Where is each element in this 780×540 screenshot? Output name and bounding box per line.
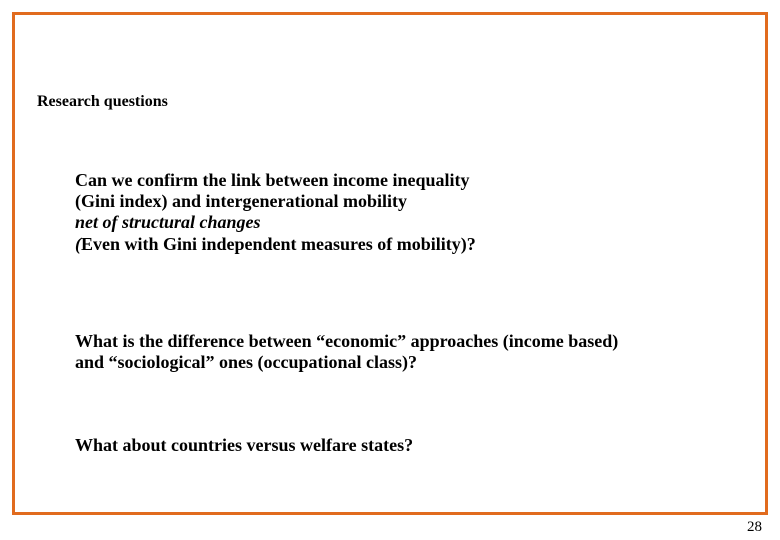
q1-line4-rest: Even with Gini independent measures of m… [81,234,476,254]
question-3: What about countries versus welfare stat… [75,435,735,456]
q1-line4: (Even with Gini independent measures of … [75,234,735,255]
question-2: What is the difference between “economic… [75,331,735,373]
q3-line1: What about countries versus welfare stat… [75,435,735,456]
question-1: Can we confirm the link between income i… [75,170,735,255]
q2-line2: and “sociological” ones (occupational cl… [75,352,735,373]
page-number-value: 28 [747,519,762,535]
q1-line2: (Gini index) and intergenerational mobil… [75,191,735,212]
page-number: 28 [747,519,762,536]
q2-line1: What is the difference between “economic… [75,331,735,352]
slide-heading: Research questions [37,93,168,111]
heading-text: Research questions [37,93,168,110]
q1-line3: net of structural changes [75,212,735,233]
q1-line1: Can we confirm the link between income i… [75,170,735,191]
slide-frame: Research questions Can we confirm the li… [12,12,768,515]
